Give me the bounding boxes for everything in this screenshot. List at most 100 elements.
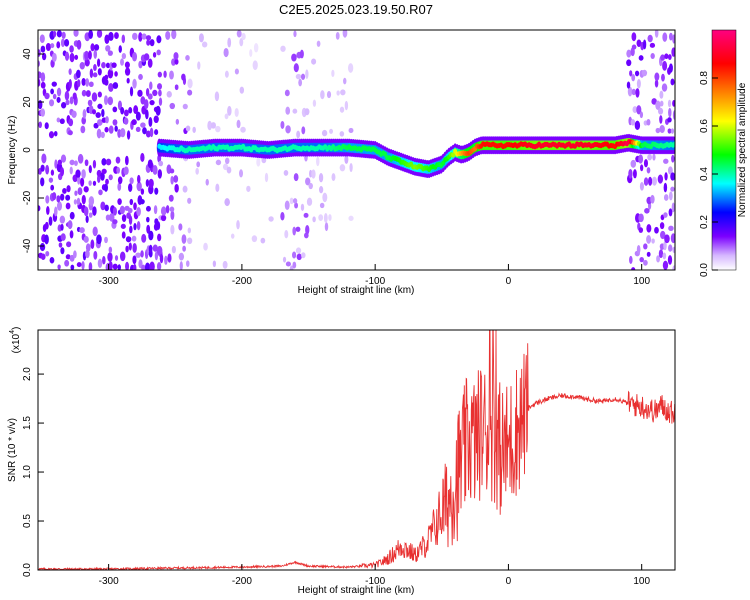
spectrogram-cell [112,106,118,113]
y-tick-label: 2.0 [22,367,33,381]
spectrogram-cell [105,214,111,221]
spectrogram-cell [667,117,672,123]
spectrogram-cell [143,53,150,61]
spectrogram-cell [102,256,106,265]
spectrogram-cell [44,234,49,245]
spectrogram-cell [97,103,103,110]
spectrogram-cell [44,92,50,100]
spectrogram-cell [626,81,631,89]
spectrogram-cell [56,201,62,211]
spectrogram-cell [660,54,666,61]
spectrogram-cell [236,119,241,129]
spectrogram-cell [636,39,642,48]
spectrogram-cell [112,82,119,89]
spectrogram-ylabel: Frequency (Hz) [7,116,18,185]
spectrogram-cell [79,61,85,70]
colorbar: 0.0 0.2 0.4 0.6 0.8 Normalized spectral ampl… [699,29,748,277]
spectrogram-cell [168,194,174,202]
spectrogram-cell [105,178,109,185]
spectrogram-cell [48,216,53,226]
colorbar-scale [711,29,737,271]
spectrogram-cell [112,263,118,270]
spectrogram-cell [226,166,232,174]
spectrogram-cell [280,120,285,129]
spectrogram-cell [139,198,145,205]
colorbar-ticks: 0.0 0.2 0.4 0.6 0.8 [699,71,718,277]
spectrogram-cell [241,32,246,41]
spectrogram-cell [85,215,89,223]
snr-xlabel: Height of straight line (km) [298,585,415,596]
spectrogram-cell [148,178,154,189]
spectrogram-cell [41,52,47,61]
spectrogram-cell [137,174,141,184]
spectrogram-cell [52,30,57,38]
spectrogram-cell [128,215,133,225]
spectrogram-cell [48,177,54,183]
spectrogram-cell [349,162,353,173]
spectrogram-cell [635,88,640,98]
spectrogram-cell [41,153,47,164]
spectrogram-cell [667,128,672,134]
spectrogram-cell [165,30,171,40]
spectrogram-cell [160,206,167,216]
spectrogram-cell [170,224,175,235]
spectrogram-cell [129,177,134,185]
spectrogram-cell [169,168,175,174]
spectrogram-cell [91,92,98,102]
spectrogram-cell [672,110,675,120]
spectrogram-cell [340,89,346,96]
spectrogram-cell [87,99,93,107]
spectrogram-cell [203,242,208,251]
spectrogram-cell [282,256,287,263]
spectrogram-cell [639,111,644,119]
x-tick-label: -100 [365,276,385,287]
spectrogram-cell [50,88,54,95]
spectrogram-cell [142,127,147,135]
spectrogram-cell [152,89,158,97]
spectrogram-cell [671,47,675,57]
spectrogram-cell [92,72,98,78]
spectrogram-cell [114,255,119,261]
spectrogram-cell [125,245,129,253]
snr-frame [37,329,676,571]
spectrogram-cell [105,158,112,166]
spectrogram-cell [60,167,65,177]
spectrogram-cell [76,197,81,206]
spectrogram-cell [336,90,340,96]
spectrogram-cell [318,186,324,194]
spectrogram-cell [160,214,167,222]
spectrogram-cell [311,169,316,179]
spectrogram-cell [651,98,657,105]
spectrogram-cell [39,34,45,43]
spectrogram-cell [668,208,673,217]
spectrogram-cell [49,256,55,264]
spectrogram-cell [101,62,106,69]
y-tick-label: 40 [22,48,33,60]
x-tick-label: -100 [365,576,385,587]
spectrogram-cell [223,47,229,58]
spectrogram-cell [69,230,74,239]
spectrogram-cell [196,161,201,168]
spectrogram-cell [169,206,175,212]
spectrogram-cell [56,195,61,203]
spectrogram-cell [104,74,109,80]
spectrogram-cell [72,92,77,100]
spectrogram-cell [52,93,57,100]
spectrogram-cell [129,86,134,97]
spectrogram-cell [132,263,137,270]
spectrogram-cell [85,78,90,87]
spectrogram-cell [663,212,668,218]
spectrogram-cell [117,176,123,185]
spectrogram-cell [285,261,291,267]
spectrogram-cell [636,244,641,255]
spectrogram-cell [323,213,328,223]
spectrogram-cell [647,34,653,43]
spectrogram-cell [156,35,162,44]
spectrogram-cell [187,89,193,96]
spectrogram-cell [661,73,665,82]
spectrogram-cell [124,61,130,69]
snr-y-ticks: 0.0 0.5 1.0 1.5 2.0 [22,367,44,577]
spectrogram-cell [632,106,638,113]
spectrogram-cell [60,154,67,163]
spectrogram-cell [672,99,675,107]
